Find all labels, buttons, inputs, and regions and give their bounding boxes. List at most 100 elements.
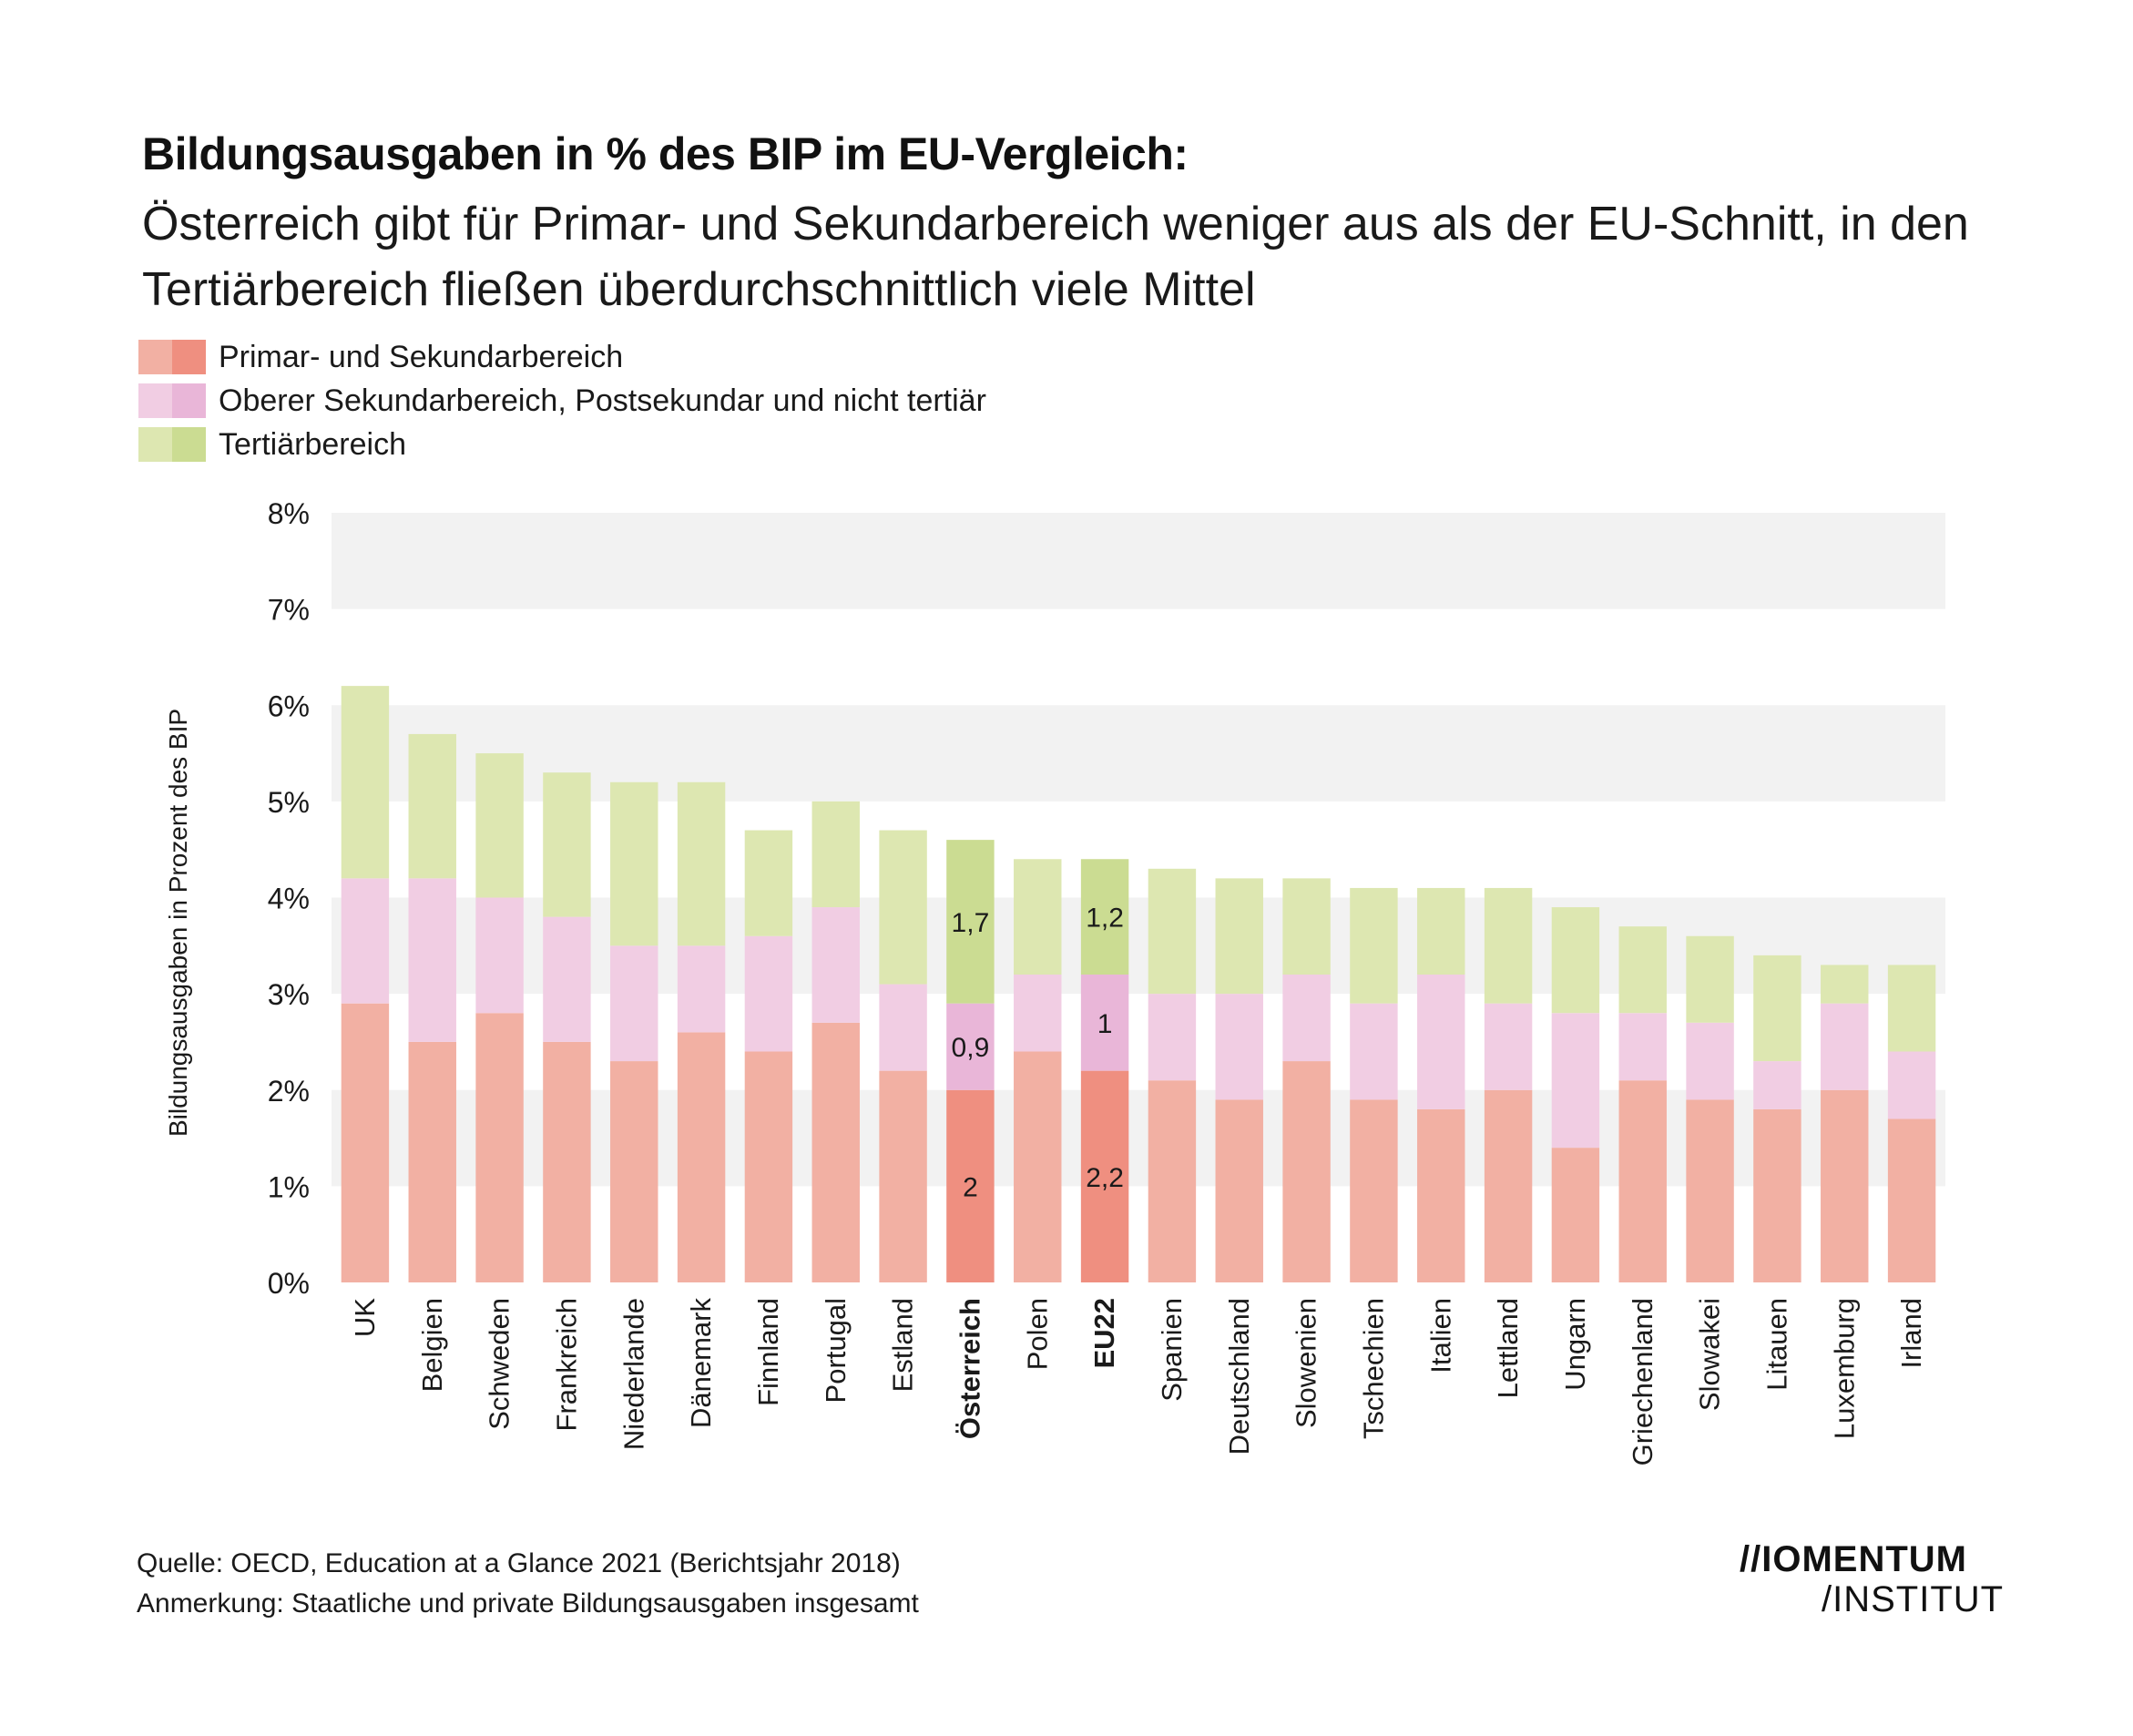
bar-segment-upper-secondary bbox=[1148, 994, 1197, 1081]
bar-segment-primary bbox=[1686, 1099, 1734, 1282]
x-tick-label: Estland bbox=[887, 1298, 919, 1392]
bar-segment-primary bbox=[475, 1013, 524, 1282]
bar-segment-tertiary bbox=[1686, 935, 1734, 1023]
momentum-institut-logo: //IOMENTUM /INSTITUT bbox=[1740, 1539, 2004, 1619]
bar-segment-upper-secondary bbox=[879, 984, 927, 1071]
bar-segment-upper-secondary bbox=[1618, 1013, 1667, 1081]
legend-swatch-tertiary bbox=[138, 427, 206, 462]
bar-segment-primary bbox=[543, 1041, 591, 1282]
bar-segment-primary bbox=[1618, 1080, 1667, 1282]
x-tick-label: Polen bbox=[1021, 1298, 1053, 1370]
x-tick-label: Finnland bbox=[752, 1298, 784, 1406]
chart-subtitle: Österreich gibt für Primar- und Sekundar… bbox=[142, 198, 1969, 316]
bar-segment-upper-secondary bbox=[1753, 1061, 1801, 1109]
bar-segment-primary bbox=[811, 1022, 860, 1282]
legend-item-primary: Primar- und Sekundarbereich bbox=[138, 335, 986, 379]
bar-segment-tertiary bbox=[677, 781, 726, 946]
x-tick-label: Tschechien bbox=[1357, 1298, 1389, 1439]
x-tick-label: Lettland bbox=[1492, 1298, 1524, 1398]
data-label: 2,2 bbox=[1086, 1163, 1124, 1193]
data-label: 1,7 bbox=[952, 908, 990, 938]
bar-segment-primary bbox=[1215, 1099, 1263, 1282]
bar-segment-tertiary bbox=[1215, 878, 1263, 995]
data-label: 2 bbox=[963, 1172, 978, 1202]
x-tick-label: Spanien bbox=[1156, 1298, 1188, 1402]
bar-segment-primary bbox=[1080, 1070, 1129, 1282]
y-tick-label: 3% bbox=[268, 978, 310, 1011]
bar-segment-upper-secondary bbox=[744, 935, 793, 1052]
bar-segment-upper-secondary bbox=[1080, 975, 1129, 1071]
grid-band bbox=[332, 1089, 1945, 1187]
y-tick-label: 1% bbox=[268, 1170, 310, 1203]
y-tick-label: 8% bbox=[268, 497, 310, 530]
bar-segment-primary bbox=[1887, 1118, 1936, 1282]
bar-segment-upper-secondary bbox=[543, 916, 591, 1042]
bar-segment-tertiary bbox=[408, 733, 456, 879]
bar-segment-tertiary bbox=[1014, 859, 1062, 975]
x-tick-label: Italien bbox=[1424, 1298, 1456, 1373]
y-tick-label: 7% bbox=[268, 594, 310, 627]
grid-band bbox=[332, 897, 1945, 995]
bar-segment-tertiary bbox=[341, 686, 390, 879]
bar-segment-tertiary bbox=[543, 772, 591, 917]
x-tick-label: Litauen bbox=[1760, 1298, 1792, 1391]
bar-segment-primary bbox=[1753, 1108, 1801, 1282]
bar-segment-primary bbox=[1484, 1089, 1533, 1282]
bar-segment-primary bbox=[744, 1051, 793, 1282]
bar-segment-upper-secondary bbox=[1282, 975, 1331, 1062]
footer: Quelle: OECD, Education at a Glance 2021… bbox=[137, 1544, 919, 1624]
y-tick-label: 4% bbox=[268, 883, 310, 915]
bar-segment-upper-secondary bbox=[677, 945, 726, 1033]
x-tick-label: Slowenien bbox=[1291, 1298, 1322, 1428]
x-tick-label: Österreich bbox=[954, 1298, 985, 1439]
y-tick-label: 2% bbox=[268, 1075, 310, 1108]
bar-segment-primary bbox=[1148, 1080, 1197, 1282]
legend-label-upper-secondary: Oberer Sekundarbereich, Postsekundar und… bbox=[219, 383, 986, 418]
grid-band bbox=[332, 705, 1945, 802]
x-tick-label: Slowakei bbox=[1694, 1298, 1726, 1411]
bar-segment-tertiary bbox=[1821, 965, 1869, 1004]
legend-item-tertiary: Tertiärbereich bbox=[138, 423, 986, 466]
bar-segment-upper-secondary bbox=[1417, 975, 1465, 1109]
bar-segment-primary bbox=[341, 1003, 390, 1282]
bar-segment-tertiary bbox=[1551, 907, 1600, 1014]
bar-segment-tertiary bbox=[1484, 887, 1533, 1004]
bar-segment-primary bbox=[879, 1070, 927, 1282]
bar-segment-tertiary bbox=[1080, 859, 1129, 975]
x-tick-label: Deutschland bbox=[1223, 1298, 1255, 1455]
legend-swatch-primary bbox=[138, 340, 206, 374]
bar-segment-primary bbox=[1417, 1108, 1465, 1282]
bar-segment-primary bbox=[677, 1032, 726, 1282]
legend-swatch-upper-secondary bbox=[138, 383, 206, 418]
bar-segment-tertiary bbox=[879, 830, 927, 985]
x-tick-label: Belgien bbox=[416, 1298, 448, 1392]
bar-segment-upper-secondary bbox=[475, 897, 524, 1014]
x-tick-label: Frankreich bbox=[550, 1298, 582, 1431]
bar-segment-upper-secondary bbox=[1887, 1051, 1936, 1119]
bar-segment-tertiary bbox=[1753, 955, 1801, 1062]
source-note: Quelle: OECD, Education at a Glance 2021… bbox=[137, 1548, 901, 1578]
bar-segment-tertiary bbox=[1618, 926, 1667, 1014]
legend-label-primary: Primar- und Sekundarbereich bbox=[219, 339, 624, 374]
legend: Primar- und Sekundarbereich Oberer Sekun… bbox=[138, 335, 986, 466]
grid-band bbox=[332, 513, 1945, 609]
bar-segment-upper-secondary bbox=[946, 1003, 995, 1090]
bar-segment-tertiary bbox=[475, 753, 524, 898]
bar-segment-tertiary bbox=[1887, 965, 1936, 1052]
legend-label-tertiary: Tertiärbereich bbox=[219, 426, 406, 462]
chart-title: Bildungsausgaben in % des BIP im EU-Verg… bbox=[142, 128, 1189, 179]
data-label: 1,2 bbox=[1086, 904, 1124, 934]
bar-segment-tertiary bbox=[1282, 878, 1331, 975]
bar-segment-upper-secondary bbox=[408, 878, 456, 1042]
bar-segment-upper-secondary bbox=[1686, 1022, 1734, 1100]
bar-segment-upper-secondary bbox=[1014, 975, 1062, 1052]
x-tick-label: EU22 bbox=[1088, 1298, 1120, 1369]
x-tick-label: Griechenland bbox=[1627, 1298, 1658, 1465]
bar-segment-tertiary bbox=[946, 840, 995, 1004]
bar-segment-upper-secondary bbox=[1551, 1013, 1600, 1149]
x-tick-label: Schweden bbox=[484, 1298, 515, 1430]
data-label: 0,9 bbox=[952, 1033, 990, 1063]
x-tick-label: Irland bbox=[1895, 1298, 1927, 1369]
x-tick-label: Luxemburg bbox=[1828, 1298, 1860, 1439]
legend-item-upper-secondary: Oberer Sekundarbereich, Postsekundar und… bbox=[138, 379, 986, 423]
